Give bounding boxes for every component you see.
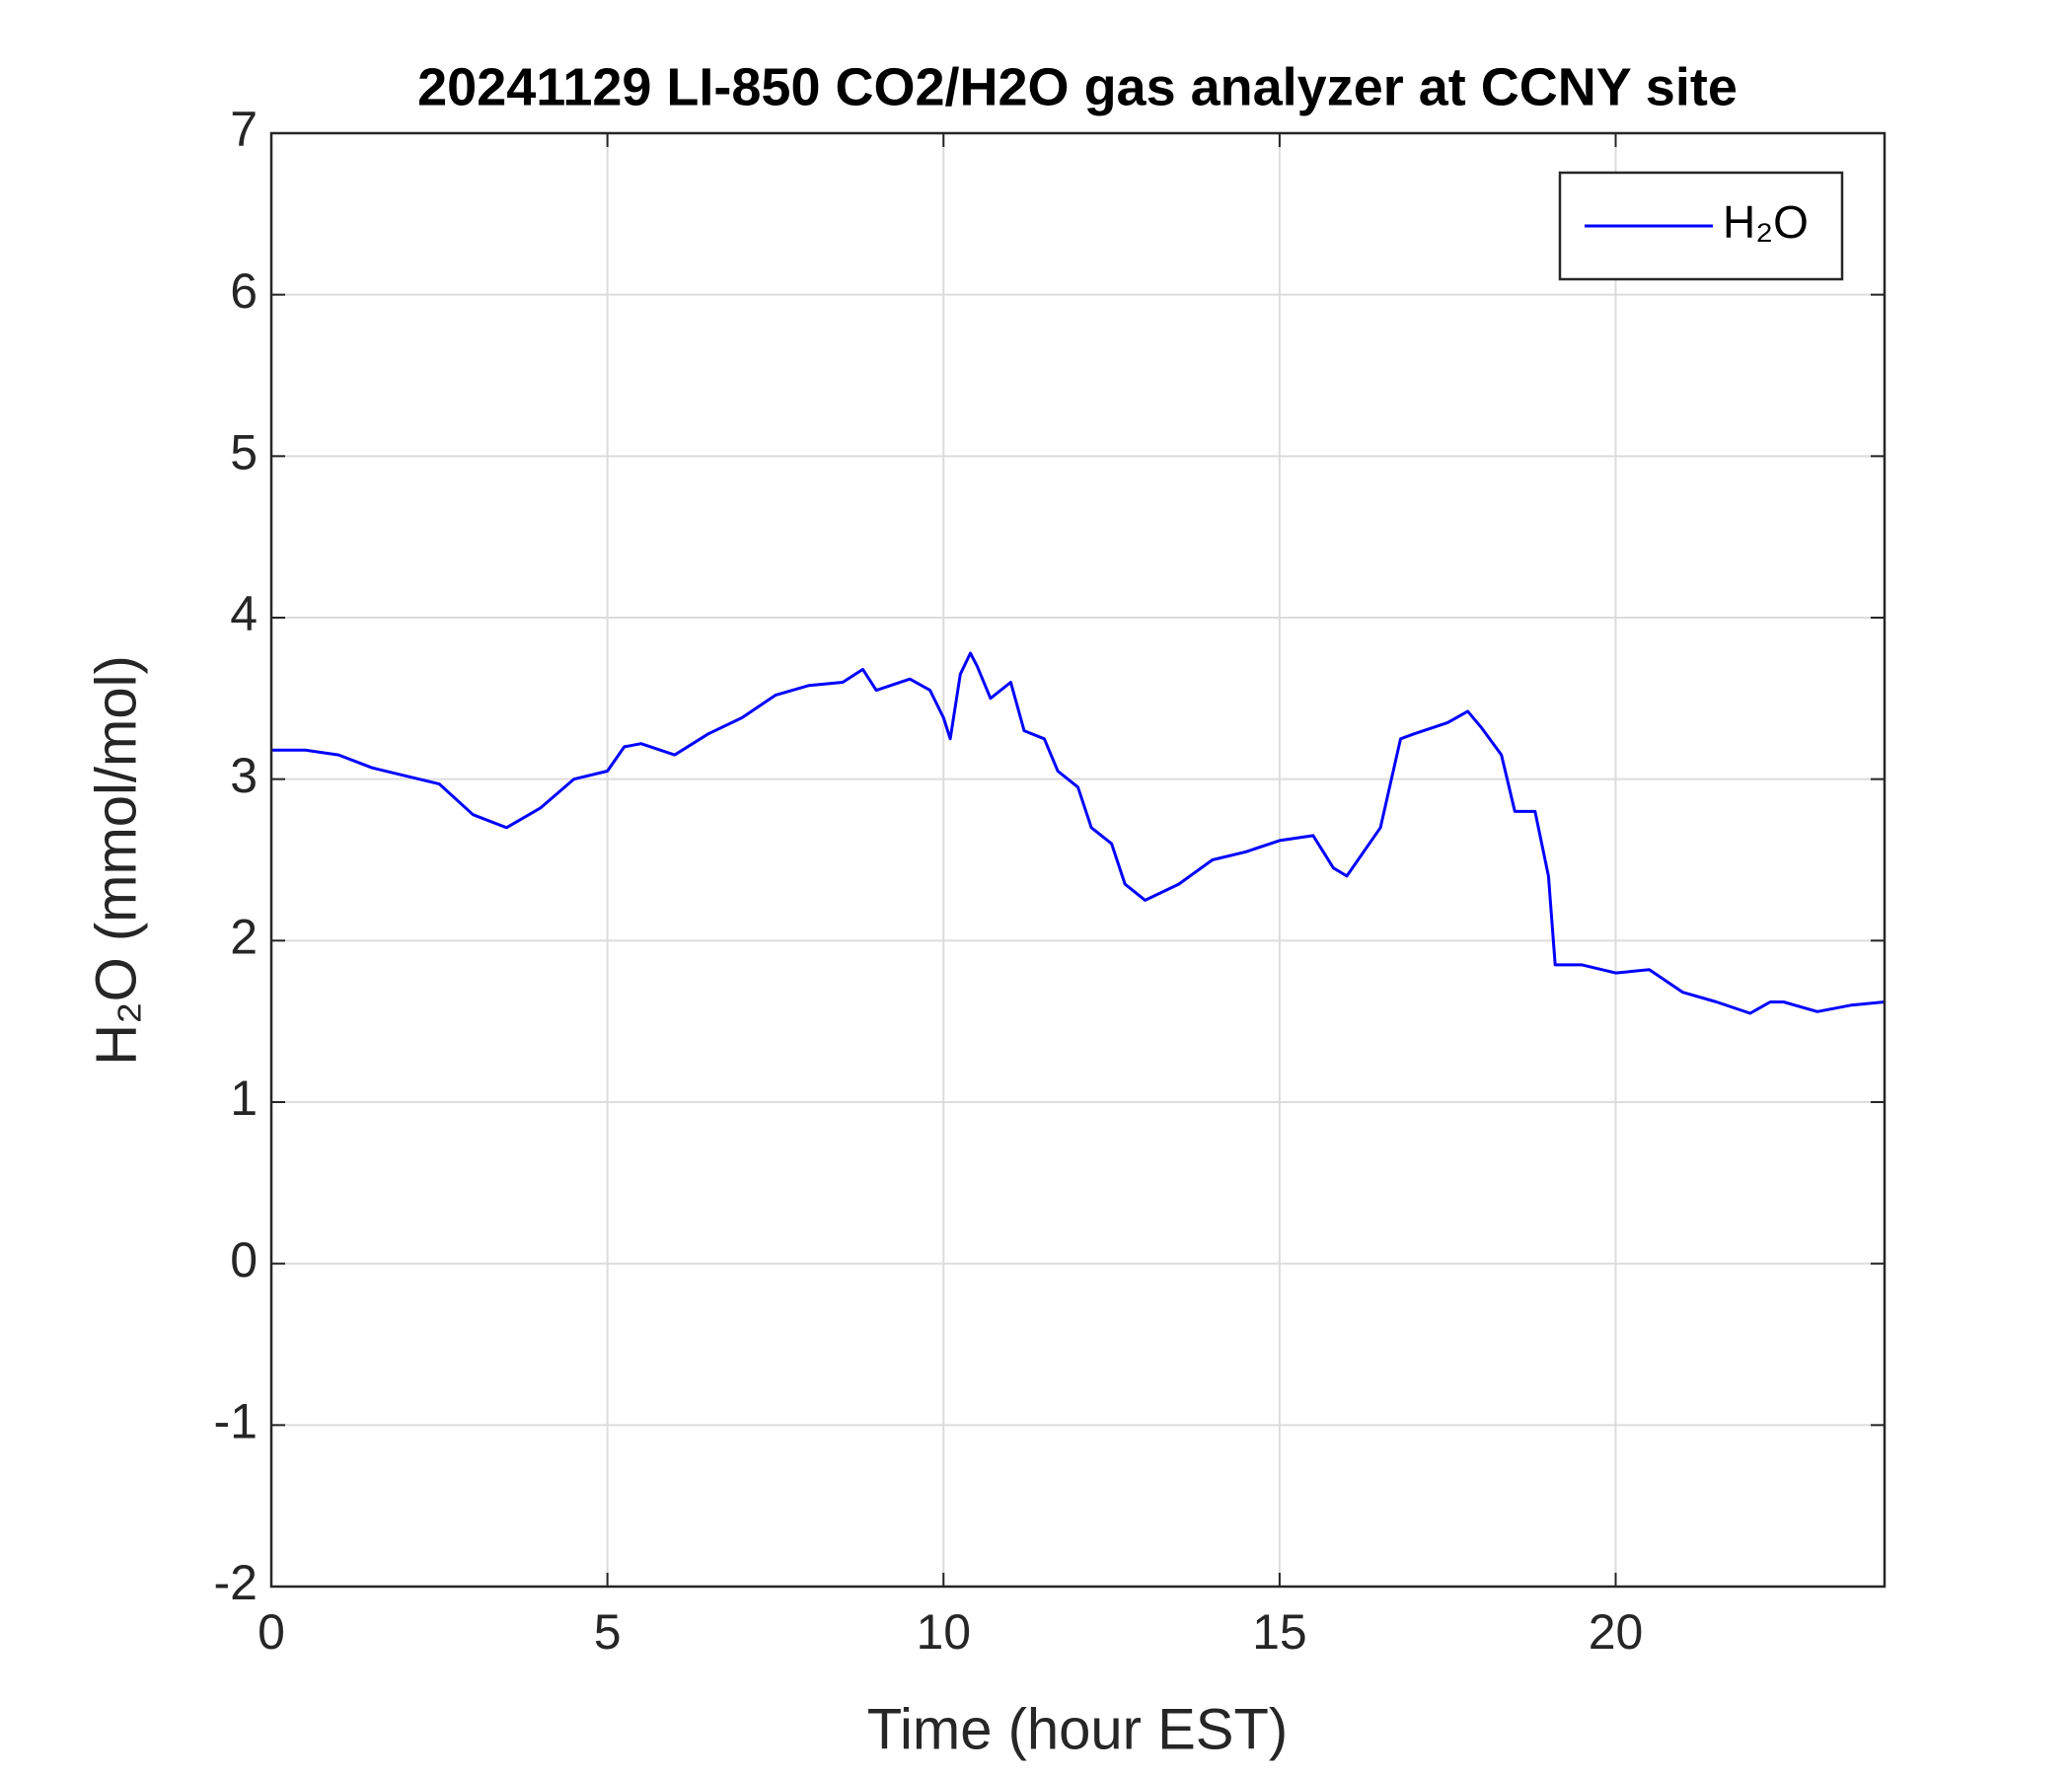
x-tick-label: 10 [916, 1604, 971, 1660]
y-tick-label: 1 [230, 1071, 258, 1126]
y-tick-label: 6 [230, 263, 258, 319]
y-tick-label: 3 [230, 748, 258, 803]
legend-label: H₂O [1723, 196, 1809, 248]
y-tick-label: 5 [230, 425, 258, 481]
y-axis-label: H₂O (mmol/mol) [84, 655, 148, 1066]
data-line [271, 651, 1886, 1015]
x-axis-label: Time (hour EST) [867, 1697, 1288, 1761]
plot-frame [269, 131, 1887, 1589]
x-tick-label: 0 [258, 1604, 285, 1660]
y-tick-label: 2 [230, 910, 258, 965]
y-tick-label: 7 [230, 102, 258, 157]
x-tick-label: 20 [1589, 1604, 1644, 1660]
y-tick-label: -1 [214, 1394, 258, 1449]
y-tick-label: 4 [230, 586, 258, 641]
chart-title: 20241129 LI-850 CO2/H2O gas analyzer at … [417, 57, 1738, 116]
y-tick-label: 0 [230, 1232, 258, 1288]
y-tick-label: -2 [214, 1555, 258, 1610]
x-tick-label: 5 [594, 1604, 622, 1660]
x-tick-label: 15 [1252, 1604, 1307, 1660]
